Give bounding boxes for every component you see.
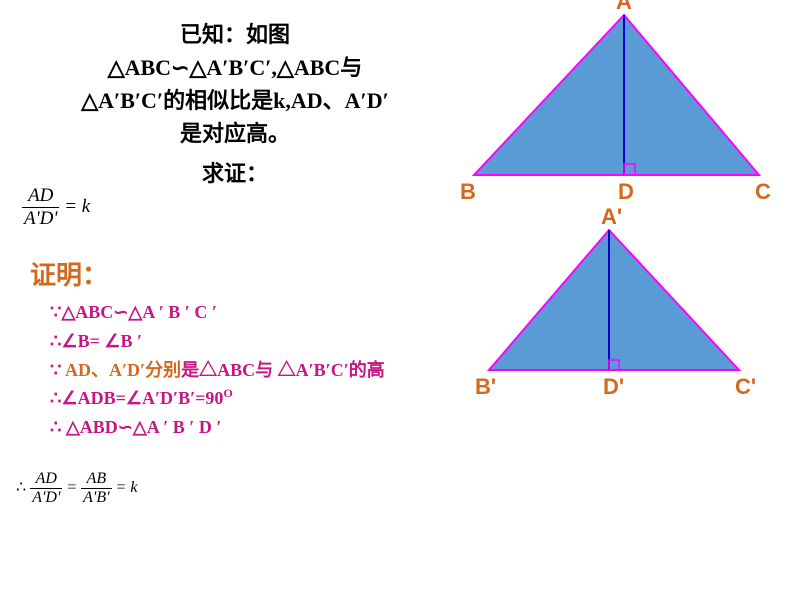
label-B2: B' [475,374,496,400]
given-line2: △ABC∽△A′B′C′,△ABC与 [40,51,430,84]
proof-l3c: 是△ABC与 △A′B′C′的高 [181,360,385,380]
proof-lines: ∵△ABC∽△A ′ B ′ C ′ ∴∠B= ∠B ′ ∵ AD、A′D′分别… [50,298,385,442]
triangle-1 [474,15,759,175]
proof-line-4: ∴∠ADB=∠A′D′B′=90O [50,384,385,413]
given-line3: △A′B′C′的相似比是k,AD、A′D′ [40,84,430,117]
label-C: C [755,179,771,205]
eq2-f1-den: A'D' [30,489,62,507]
triangles-svg [454,0,794,420]
eq1-rhs: = k [64,196,90,217]
label-B: B [460,179,476,205]
eq2-fraction-2: AB A'B' [81,470,111,507]
equation-1: AD A'D' = k [22,185,90,230]
equation-2: ∴ AD A'D' = AB A'B' = k [16,470,137,507]
eq2-fraction-1: AD A'D' [30,470,62,507]
eq1-denominator: A'D' [22,208,59,230]
proof-label: 证明： [30,255,108,292]
proof-l3a: ∵ [50,360,65,380]
triangle-2 [489,230,739,370]
prove-label: 求证： [0,156,470,188]
eq2-f2-den: A'B' [81,489,111,507]
eq2-f1-num: AD [30,470,62,489]
diagram-area: A B C D A' B' C' D' [454,0,794,596]
eq2-mid: = [66,479,77,496]
proof-line-5: ∴ △ABD∽△A ′ B ′ D ′ [50,413,385,442]
label-C2: C' [735,374,756,400]
proof-l3b: AD、A′D′分别 [65,360,181,380]
label-A: A [616,0,632,15]
label-D2: D' [603,374,624,400]
proof-l4-text: ∴∠ADB=∠A′D′B′=90 [50,388,223,408]
eq2-prefix: ∴ [16,479,26,496]
given-block: 已知：如图 △ABC∽△A′B′C′,△ABC与 △A′B′C′的相似比是k,A… [0,0,470,150]
label-A2: A' [601,204,622,230]
label-D: D [618,179,634,205]
proof-l4-sup: O [223,386,232,400]
proof-line-1: ∵△ABC∽△A ′ B ′ C ′ [50,298,385,327]
left-content: 已知：如图 △ABC∽△A′B′C′,△ABC与 △A′B′C′的相似比是k,A… [0,0,470,188]
equation-1-fraction: AD A'D' [22,185,59,230]
eq2-rhs: = k [116,479,138,496]
given-line1: 已知：如图 [40,18,430,51]
eq1-numerator: AD [22,185,59,208]
given-line4: 是对应高。 [40,117,430,150]
eq2-f2-num: AB [81,470,111,489]
proof-line-3: ∵ AD、A′D′分别是△ABC与 △A′B′C′的高 [50,356,385,385]
proof-line-2: ∴∠B= ∠B ′ [50,327,385,356]
